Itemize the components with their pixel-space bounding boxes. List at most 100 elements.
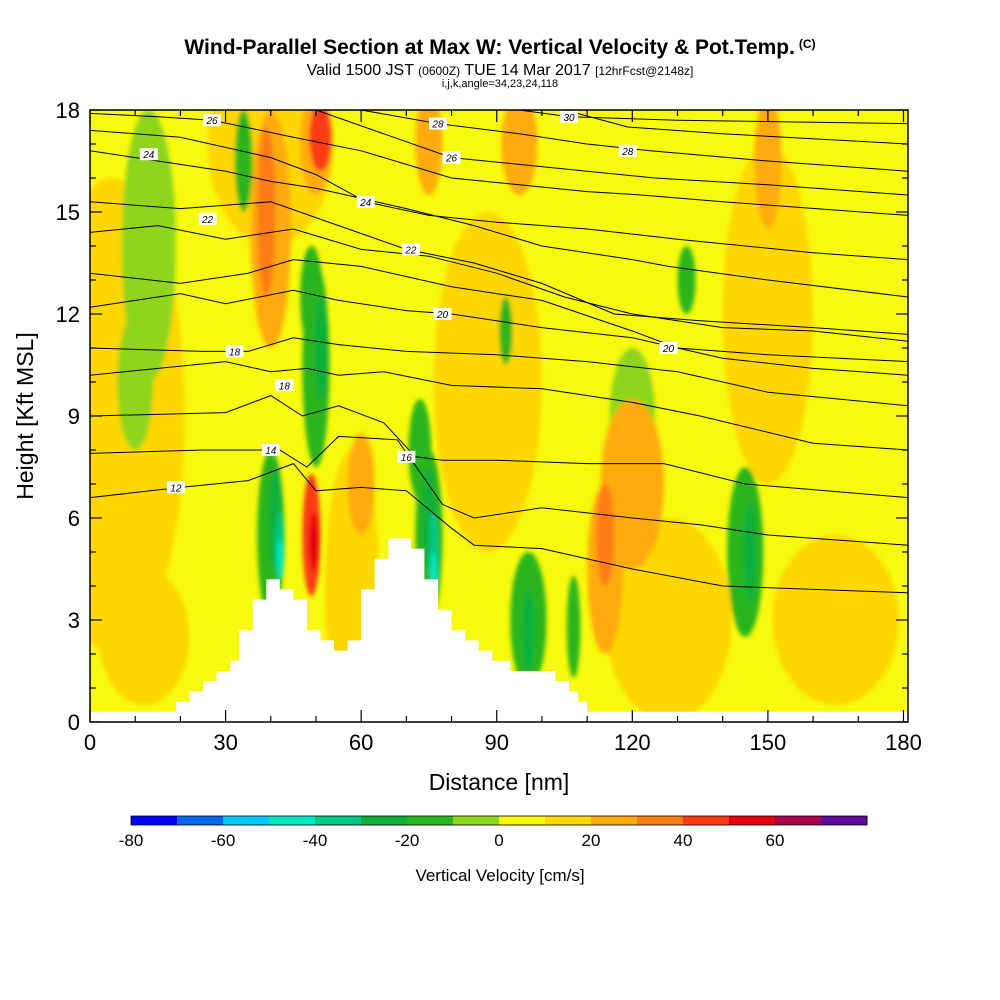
colorbar-tick-label: 40 xyxy=(674,831,693,850)
x-axis-label: Distance [nm] xyxy=(429,769,570,795)
colorbar: -80 -60 -40 -20 0 20 40 60 Vertical Velocity [cm… xyxy=(119,815,868,885)
colorbar-tick-label: -60 xyxy=(211,831,236,850)
x-tick-label: 60 xyxy=(349,730,373,755)
theta-label: 26 xyxy=(205,116,218,127)
colorbar-tick-label: -20 xyxy=(395,831,420,850)
subtitle-prefix: Valid 1500 JST xyxy=(306,62,414,79)
theta-label: 16 xyxy=(401,453,413,464)
theta-label-bg xyxy=(428,117,447,130)
theta-contour-line xyxy=(90,289,908,376)
velocity-region xyxy=(276,538,283,580)
velocity-region xyxy=(117,314,154,450)
theta-label-bg xyxy=(560,110,579,123)
chart-title: Wind-Parallel Section at Max W: Vertical… xyxy=(0,36,1000,60)
plot-area: 12 14 16 18 18 20 20 22 22 24 24 26 26 28 28 30 xyxy=(90,110,908,722)
velocity-region xyxy=(566,575,581,678)
x-tick-label: 0 xyxy=(84,730,96,755)
x-tick-label: 180 xyxy=(885,730,922,755)
theta-label-bg xyxy=(397,450,416,463)
colorbar-swatch xyxy=(407,816,454,825)
theta-label-bg xyxy=(659,342,678,354)
colorbar-swatch xyxy=(545,816,592,825)
colorbar-tick-label: 60 xyxy=(766,831,785,850)
title-mark: (C) xyxy=(798,37,816,51)
y-axis-label: Height [Kft MSL] xyxy=(12,332,38,499)
subtitle-run: [12hrFcst@2148z] xyxy=(595,64,694,78)
theta-contour-line xyxy=(90,395,908,499)
theta-label: 30 xyxy=(563,113,575,124)
y-tick-label: 18 xyxy=(56,98,80,123)
theta-label: 24 xyxy=(142,150,155,161)
colorbar-swatch xyxy=(591,816,638,825)
colorbar-tick-label: -80 xyxy=(119,831,144,850)
theta-label: 18 xyxy=(279,381,291,392)
colorbar-swatch xyxy=(499,816,546,825)
colorbar-swatch xyxy=(729,816,776,825)
x-tick-label: 30 xyxy=(213,730,237,755)
x-tick-label: 150 xyxy=(750,730,787,755)
y-tick-label: 0 xyxy=(68,710,80,735)
theta-label: 28 xyxy=(431,120,444,131)
velocity-region xyxy=(415,110,443,195)
velocity-region xyxy=(605,518,732,722)
theta-contour-line xyxy=(90,361,908,451)
velocity-region xyxy=(234,110,253,212)
chart-title-text: Wind-Parallel Section at Max W: Vertical… xyxy=(184,36,795,59)
velocity-region xyxy=(347,433,375,535)
theta-contour-line xyxy=(90,112,908,216)
colorbar-swatch xyxy=(131,816,178,825)
theta-label-bg xyxy=(198,212,217,225)
subtitle-zulu: (0600Z) xyxy=(418,64,461,78)
theta-label-bg xyxy=(166,481,185,494)
theta-label-bg xyxy=(433,308,452,320)
velocity-region xyxy=(677,246,696,314)
y-tick-label: 12 xyxy=(56,302,80,327)
y-tick-label: 3 xyxy=(68,608,80,633)
theta-label: 26 xyxy=(445,154,458,165)
colorbar-swatch xyxy=(453,816,500,825)
theta-label-bg xyxy=(275,379,294,392)
theta-label: 24 xyxy=(359,198,372,209)
colorbar-swatch xyxy=(177,816,224,825)
colorbar-swatch xyxy=(223,816,270,825)
theta-contour-line xyxy=(90,150,908,298)
theta-label-bg xyxy=(401,243,420,256)
theta-label-bg xyxy=(618,144,637,157)
velocity-region xyxy=(772,535,899,705)
velocity-region xyxy=(313,297,328,399)
velocity-region xyxy=(596,484,615,586)
theta-label-bg xyxy=(442,151,461,164)
theta-contour-line xyxy=(90,225,908,342)
theta-label-bg xyxy=(203,114,222,127)
velocity-region xyxy=(521,589,536,671)
theta-contour-line xyxy=(90,259,908,363)
y-tick-label: 15 xyxy=(56,200,80,225)
plot-clip-group: 12 14 16 18 18 20 20 22 22 24 24 26 26 28 28 30 xyxy=(90,110,908,722)
theta-contour-line xyxy=(90,435,908,546)
x-tick-label: 120 xyxy=(614,730,651,755)
theta-label: 20 xyxy=(662,344,675,355)
theta-label: 22 xyxy=(404,245,417,256)
theta-labels: 12 14 16 18 18 20 20 22 22 24 24 26 26 28 28 30 xyxy=(139,110,678,494)
theta-label-bg xyxy=(139,148,158,161)
subtitle-date: TUE 14 Mar 2017 xyxy=(464,62,591,79)
velocity-region xyxy=(433,212,542,552)
theta-contour-line xyxy=(564,110,908,145)
theta-contour-line xyxy=(90,201,908,335)
theta-label-bg xyxy=(261,444,280,456)
velocity-region xyxy=(754,110,782,229)
velocity-region xyxy=(501,110,538,195)
colorbar-swatch xyxy=(775,816,822,825)
theta-contour-line xyxy=(90,129,908,261)
colorbar-tick-label: 20 xyxy=(582,831,601,850)
colorbar-swatch xyxy=(269,816,316,825)
theta-label-bg xyxy=(225,345,244,358)
velocity-region xyxy=(743,501,757,603)
chart-subtitle-indices: i,j,k,angle=34,23,24,118 xyxy=(441,78,559,90)
velocity-region xyxy=(309,511,319,573)
theta-contour-line xyxy=(519,110,908,125)
theta-label: 14 xyxy=(265,446,277,457)
velocity-region xyxy=(257,127,276,297)
theta-label: 22 xyxy=(201,215,214,226)
